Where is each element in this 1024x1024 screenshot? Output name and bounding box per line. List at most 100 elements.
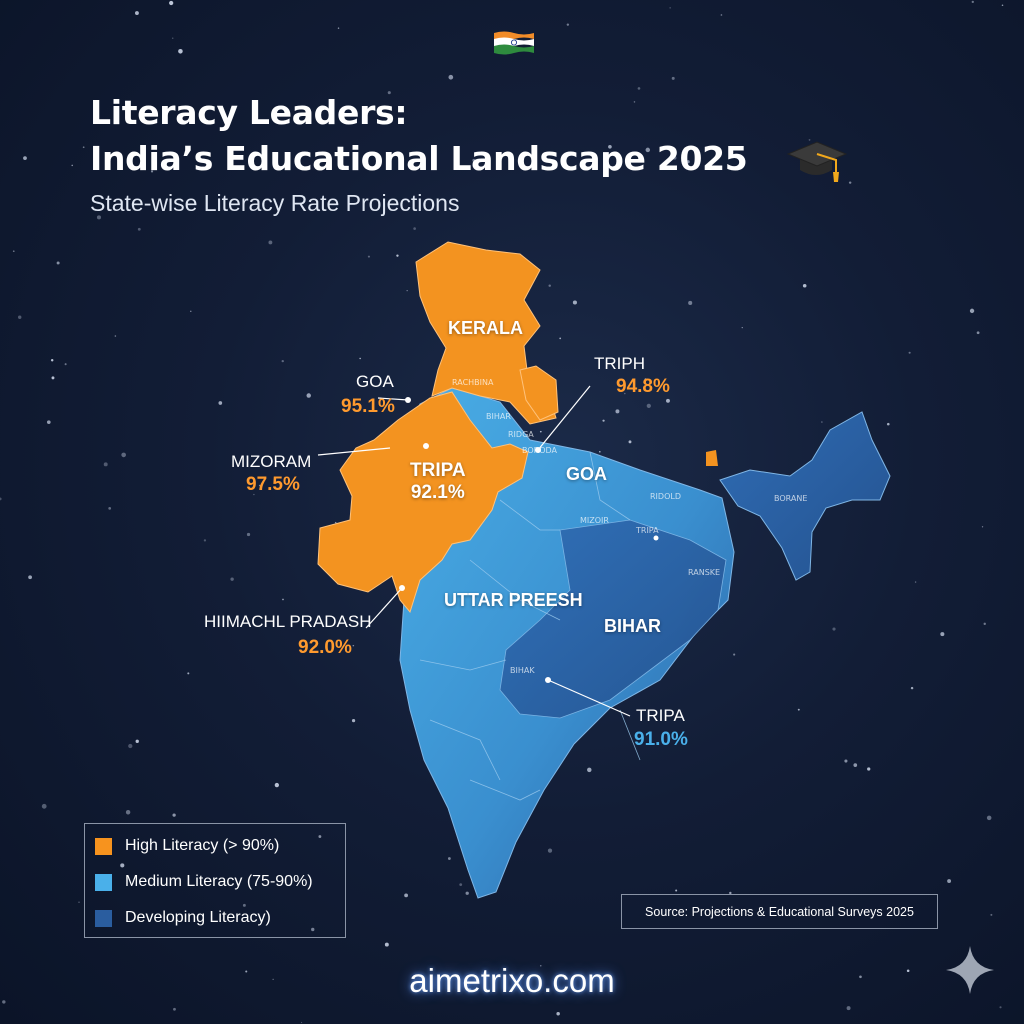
star [628,440,632,444]
star [404,893,409,898]
star [334,521,337,524]
central-region-shape [499,519,727,719]
sparkle-icon [946,946,994,994]
map-label-goa-center: GOA [566,464,608,484]
tiny-label: BORODA [522,446,557,455]
western-high-literacy-shape [317,391,529,614]
star [448,74,454,80]
star [171,37,174,40]
star [906,969,910,973]
star [18,315,22,319]
star [128,743,133,749]
goa-callout-line [377,397,409,401]
star [559,337,562,340]
star [253,493,255,496]
star [832,627,836,631]
legend: High Literacy (> 90%) Medium Literacy (7… [84,823,346,938]
callout-name: GOA [356,372,394,391]
star [821,421,823,423]
callout-tripa-name: TRIPA [636,706,685,725]
star [396,254,399,257]
map-label-tripa-center: TRIPA 92.1% [410,460,466,503]
star [23,156,27,161]
star [406,290,408,292]
star [572,300,577,305]
star [190,310,192,312]
star [274,782,279,788]
star [384,942,389,947]
star [114,335,117,337]
legend-item-medium: Medium Literacy (75-90%) [95,872,313,892]
star [547,848,553,853]
star [644,378,647,381]
tiny-label: BIHAK [510,666,535,675]
star [637,87,641,90]
legend-swatch [95,873,112,891]
callout-himachal-name: HIIMACHL PRADASH [204,612,372,631]
star [150,170,154,173]
star [733,653,736,656]
star [135,739,139,743]
legend-item-developing: Developing Literacy) [95,908,271,928]
himachal-callout-line [365,587,403,629]
star [539,964,542,967]
star [71,164,73,167]
callout-triph-value: 94.8% [616,376,670,397]
tiny-label: RIDOLD [650,492,681,501]
star [2,1000,6,1004]
star [539,430,542,433]
star [172,813,176,817]
star [169,0,174,6]
tiny-label: TRIPA [636,526,659,535]
star [808,139,811,141]
star [413,227,416,230]
star [203,539,207,542]
eastern-high-literacy-shape [519,365,559,421]
star [645,147,651,153]
star [624,392,626,395]
star [669,7,671,9]
star [844,759,848,763]
star [886,422,890,426]
star [352,644,355,647]
star [602,419,605,422]
star [615,409,620,414]
star [51,376,55,380]
legend-swatch [95,837,112,855]
footer-site-link[interactable]: aimetrixo.com [409,962,615,999]
callout-tripa-value: 91.0% [634,729,688,750]
star [173,1007,176,1011]
star [300,1021,303,1024]
star [245,970,248,973]
legend-swatch [95,909,112,927]
star [121,452,126,458]
star [947,879,952,883]
star [646,403,651,408]
star [608,144,612,149]
star [0,497,2,501]
star [125,810,131,815]
star [867,767,871,771]
star [359,357,361,360]
star [41,803,47,809]
star [599,450,601,453]
star [82,146,85,149]
page-title: Literacy Leaders: India’s Educational La… [90,90,748,182]
star [218,401,223,405]
legend-label: Medium Literacy (75-90%) [125,873,313,890]
star [311,927,315,932]
star [671,76,675,80]
star [848,181,852,184]
star [666,398,670,403]
star [802,283,807,288]
star [46,420,51,424]
map-label-kerala: KERALA [448,318,523,338]
star [447,857,451,860]
star [672,155,677,160]
callout-value: 95.1% [341,396,395,417]
tiny-label: MIZOIR [580,516,609,525]
subtitle: State-wise Literacy Rate Projections [90,190,460,216]
star [587,767,592,773]
star [50,359,54,362]
star [908,351,911,354]
